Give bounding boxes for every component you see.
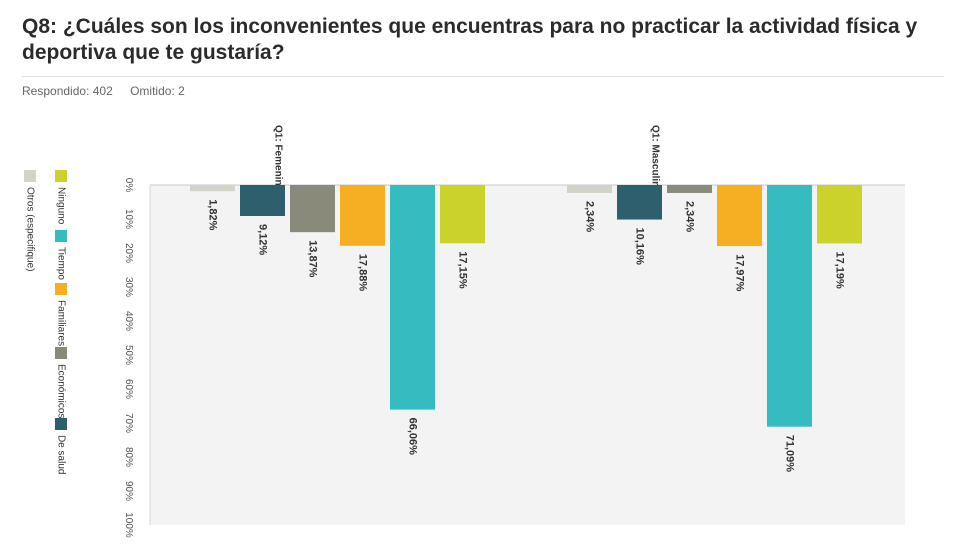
data-label-q1-femenino-tiempo: 66,06%	[407, 418, 419, 456]
y-tick-label: 20%	[123, 243, 134, 263]
data-label-q1-masculino-de-salud: 10,16%	[634, 228, 646, 266]
title-divider	[22, 76, 944, 77]
legend-label-ninguno: Ninguno	[55, 187, 66, 225]
bar-q1-masculino-de-salud	[617, 185, 662, 220]
y-tick-label: 40%	[123, 311, 134, 331]
y-tick-label: 0%	[123, 178, 134, 193]
bar-q1-femenino-otros-especifique	[190, 185, 235, 192]
y-tick-label: 10%	[123, 209, 134, 229]
legend-swatch-tiempo	[55, 230, 67, 242]
data-label-q1-masculino-otros-especifique: 2,34%	[584, 201, 596, 232]
bar-q1-masculino-familiares	[717, 185, 762, 247]
y-tick-label: 80%	[123, 447, 134, 467]
y-tick-label: 50%	[123, 345, 134, 365]
data-label-q1-masculino-ninguno: 17,19%	[834, 251, 846, 289]
y-tick-label: 30%	[123, 277, 134, 297]
data-label-q1-femenino-de-salud: 9,12%	[257, 224, 269, 255]
bar-q1-masculino-tiempo	[767, 185, 812, 427]
data-label-q1-masculino-tiempo: 71,09%	[784, 435, 796, 473]
legend-label-tiempo: Tiempo	[55, 247, 66, 280]
bar-q1-masculino-otros-especifique	[567, 185, 612, 193]
group-label-q1-masculino: Q1: Masculino	[650, 125, 661, 193]
group-label-q1-femenino: Q1: Femenino	[273, 125, 284, 192]
bar-q1-femenino-de-salud	[240, 185, 285, 217]
data-label-q1-femenino-familiares: 17,88%	[357, 254, 369, 292]
y-tick-label: 100%	[123, 512, 134, 538]
data-label-q1-femenino-ninguno: 17,15%	[457, 251, 469, 289]
legend-swatch-familiares	[55, 283, 67, 295]
legend-label-de-salud: De salud	[55, 435, 66, 474]
legend-swatch-otros-especifique	[24, 170, 36, 182]
bar-q1-femenino-ninguno	[440, 185, 485, 244]
bar-q1-masculino-ninguno	[817, 185, 862, 244]
data-label-q1-masculino-economicos: 2,34%	[684, 201, 696, 232]
legend-label-otros-especifique: Otros (especifique)	[24, 187, 35, 271]
answered-count: Respondido: 402	[22, 84, 113, 98]
data-label-q1-masculino-familiares: 17,97%	[734, 254, 746, 292]
skipped-count: Omitido: 2	[130, 84, 185, 98]
legend-swatch-ninguno	[55, 170, 67, 182]
y-tick-label: 60%	[123, 379, 134, 399]
bar-q1-femenino-familiares	[340, 185, 385, 246]
bar-q1-femenino-economicos	[290, 185, 335, 233]
y-tick-label: 90%	[123, 481, 134, 501]
data-label-q1-femenino-economicos: 13,87%	[307, 240, 319, 278]
legend-swatch-de-salud	[55, 418, 67, 430]
y-tick-label: 70%	[123, 413, 134, 433]
legend-label-familiares: Familiares	[55, 300, 66, 346]
legend-swatch-economicos	[55, 347, 67, 359]
chart-bars: Q1: Femenino 1,82% 9,12% 13,87% 17,88% 66,06%…	[190, 125, 862, 472]
data-label-q1-femenino-otros-especifique: 1,82%	[207, 199, 219, 230]
question-title: Q8: ¿Cuáles son los inconvenientes que e…	[22, 15, 918, 64]
chart-area: Ninguno Otros (especifique) Tiempo Familiar…	[0, 100, 960, 540]
bar-q1-masculino-economicos	[667, 185, 712, 193]
bar-q1-femenino-tiempo	[390, 185, 435, 410]
legend-label-economicos: Económicos	[55, 364, 66, 418]
response-summary: Respondido: 402 Omitido: 2	[22, 84, 199, 98]
chart-legend: Ninguno Otros (especifique) Tiempo Familiar…	[24, 170, 67, 474]
bar-chart: Ninguno Otros (especifique) Tiempo Familiar…	[24, 125, 905, 538]
